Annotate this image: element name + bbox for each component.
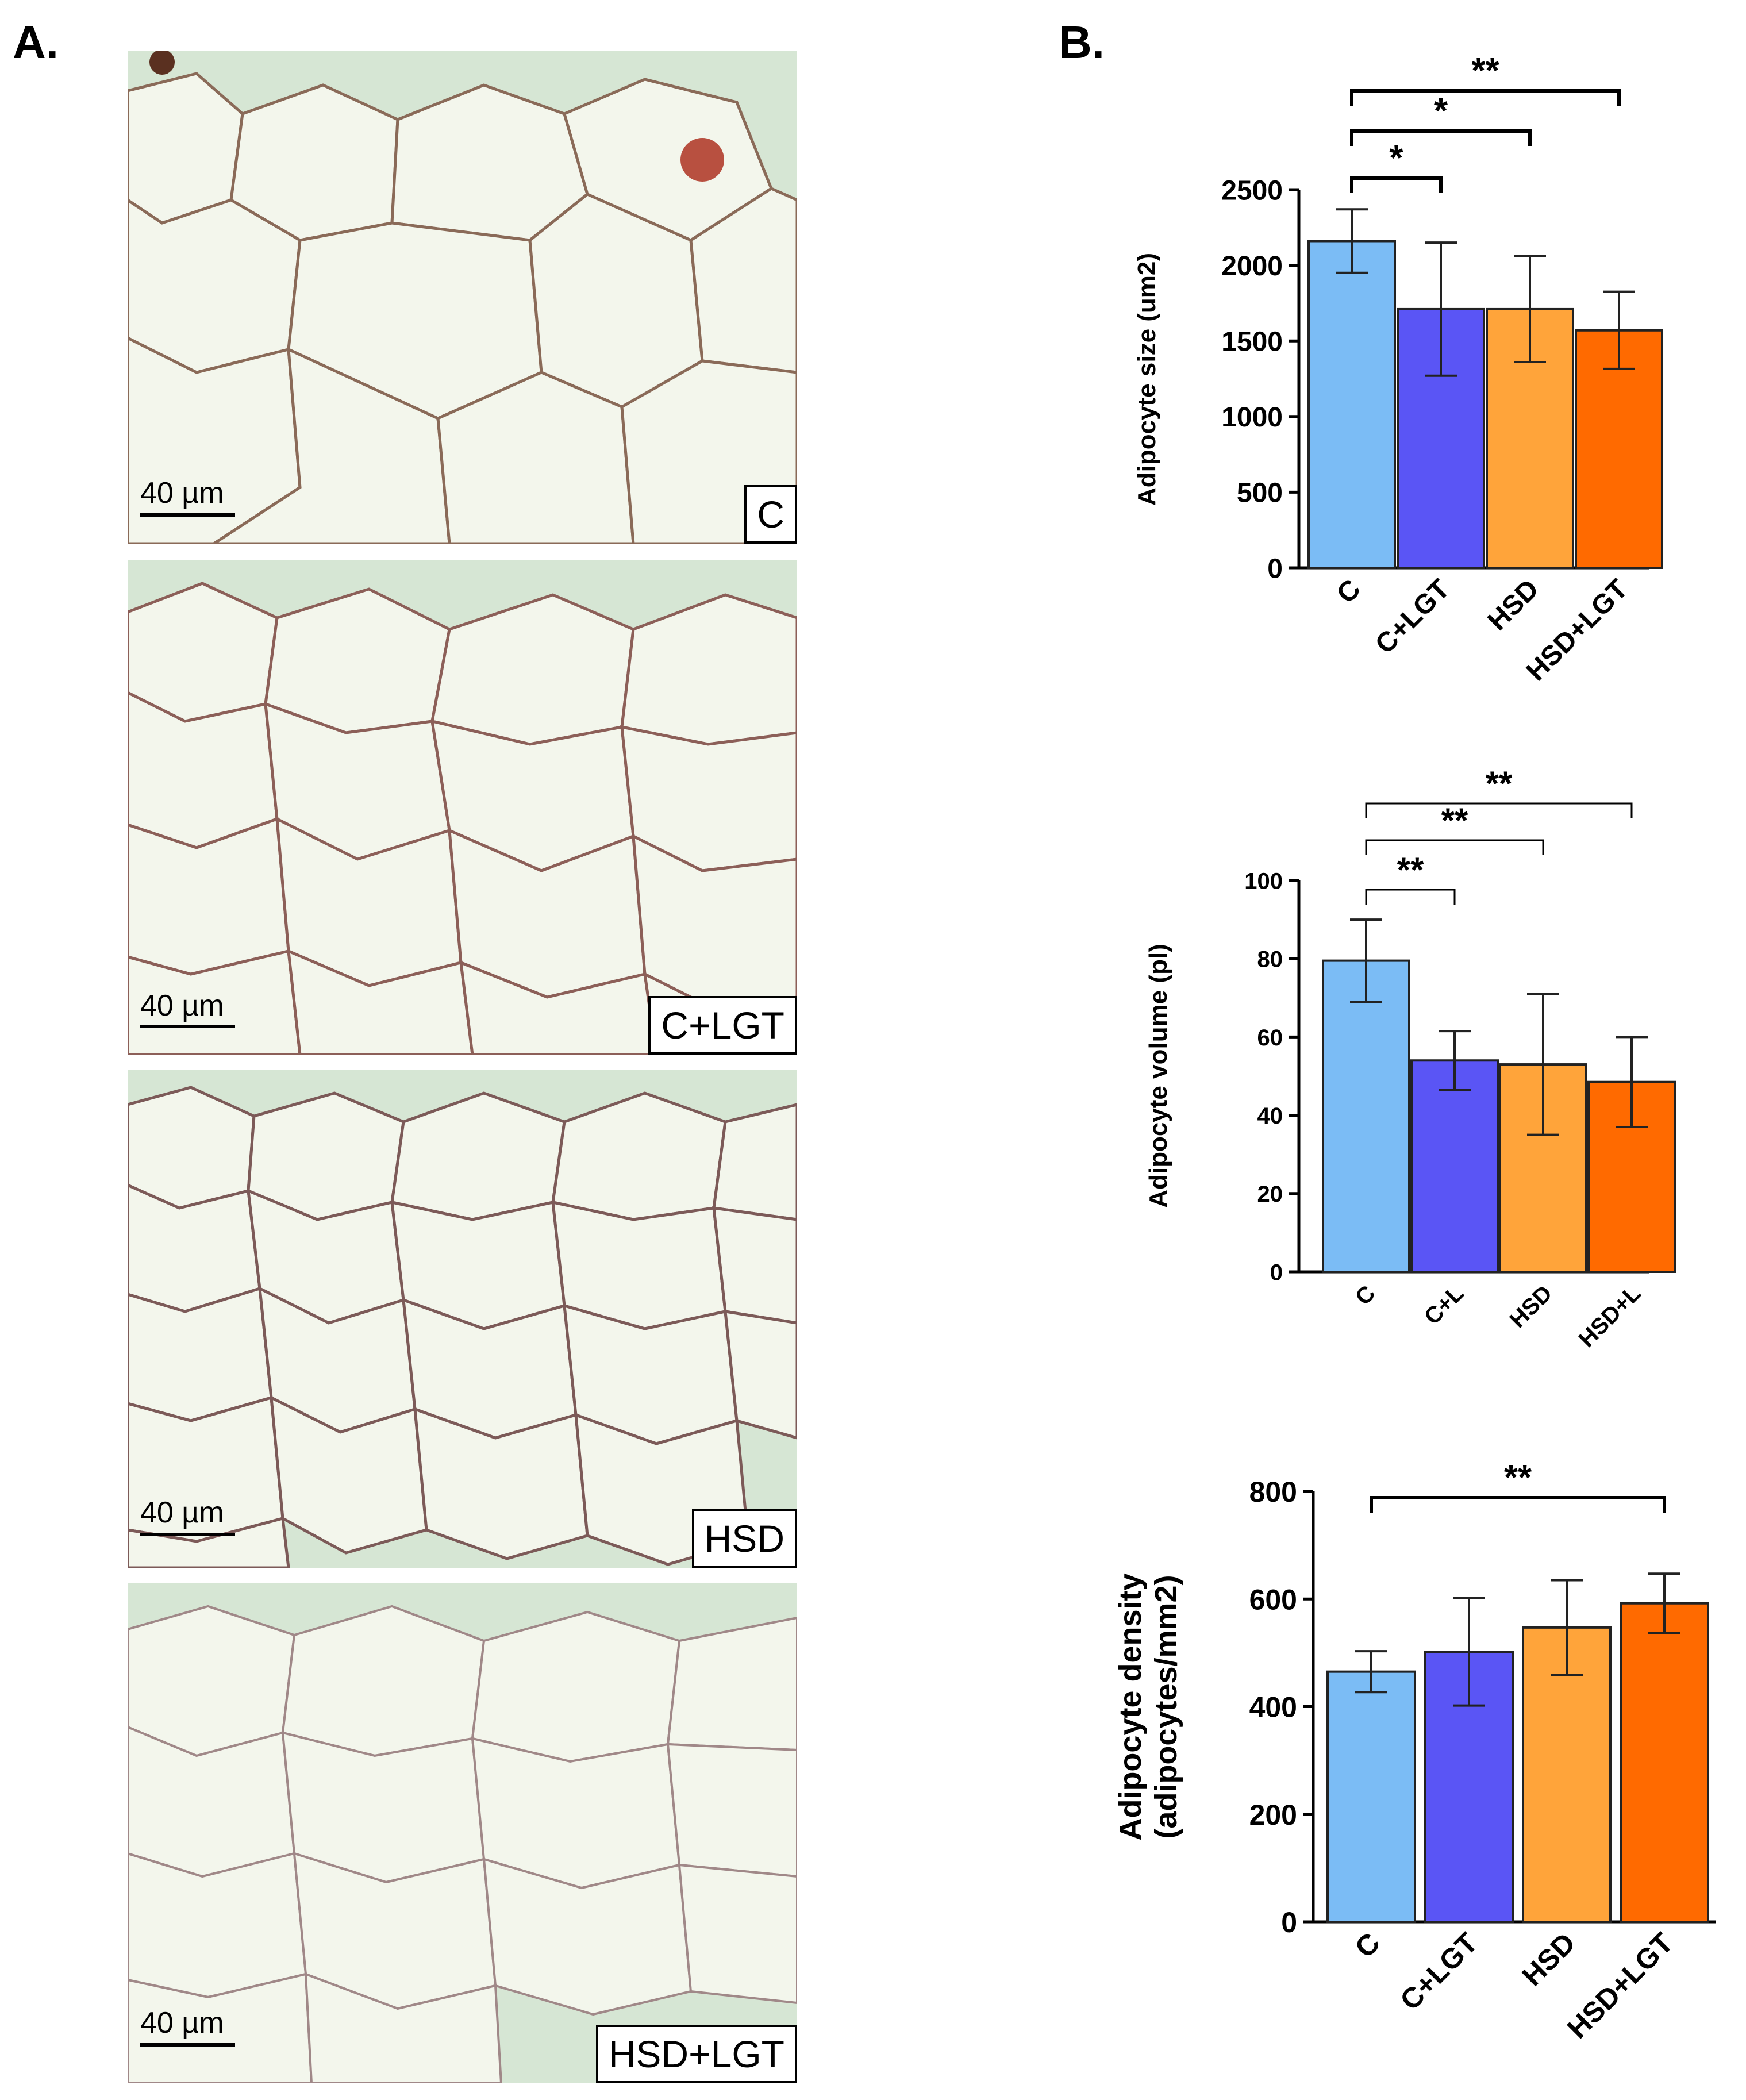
chart-1: 0 500 1000 1500 2000 2500 Adipocyte size (um2)… <box>1133 51 1663 687</box>
tissue-image <box>128 1070 797 1568</box>
significance-label: * <box>1389 139 1403 178</box>
bar-c <box>1326 1670 1416 1924</box>
y-tick-label: 400 <box>1249 1691 1297 1724</box>
significance-label: ** <box>1441 801 1468 840</box>
significance-bracket <box>1365 839 1544 855</box>
significance-label: ** <box>1504 1458 1532 1498</box>
significance-label: * <box>1434 91 1448 131</box>
significance-bracket <box>1365 889 1456 905</box>
group-label-hsd-lgt: HSD+LGT <box>595 2025 797 2083</box>
micrograph-c: 40 µm C <box>128 51 797 544</box>
x-tick-label: HSD+LGT <box>1561 1926 1679 2045</box>
x-tick-label: C+LGT <box>1394 1926 1483 2016</box>
scale-bar <box>140 1533 235 1536</box>
significance-label: ** <box>1471 51 1499 91</box>
significance-bracket <box>1350 129 1532 146</box>
significance-bracket <box>1365 802 1633 818</box>
scale-label: 40 µm <box>140 2006 224 2040</box>
x-tick-label: C+LGT <box>1370 574 1456 660</box>
significance-bracket <box>1350 176 1443 193</box>
significance-bracket <box>1370 1496 1666 1513</box>
y-axis-label-2: (adipocytes/mm2) <box>1149 1575 1183 1839</box>
bar-c <box>1322 959 1410 1273</box>
micrograph-c-lgt: 40 µm C+LGT <box>128 560 797 1055</box>
group-label-c-lgt: C+LGT <box>648 996 797 1055</box>
scale-bar <box>140 513 235 517</box>
x-tick-label: HSD <box>1516 1926 1582 1992</box>
y-tick-label: 600 <box>1249 1583 1297 1616</box>
scale-bar <box>140 2043 235 2047</box>
panel-a-letter: A. <box>13 17 59 68</box>
bar-c <box>1307 240 1396 570</box>
micrograph-hsd: 40 µm HSD <box>128 1070 797 1568</box>
x-tick-label: HSD <box>1482 574 1545 636</box>
y-tick-label: 60 <box>1257 1025 1283 1051</box>
y-axis-label: Adipocyte density <box>1113 1573 1148 1840</box>
x-tick-label: HSD <box>1505 1280 1557 1333</box>
panel-b-letter: B. <box>1059 17 1105 68</box>
significance-bracket <box>1350 89 1621 106</box>
bar-hsd-plus-lgt <box>1620 1602 1709 1923</box>
y-tick-label: 200 <box>1249 1799 1297 1831</box>
y-axis-label: Adipocyte size (um2) <box>1133 253 1161 506</box>
y-tick-label: 100 <box>1244 868 1283 894</box>
scale-label: 40 µm <box>140 989 224 1022</box>
y-tick-label: 0 <box>1281 1906 1297 1939</box>
y-tick-label: 80 <box>1257 947 1283 972</box>
scale-label: 40 µm <box>140 1496 224 1529</box>
tissue-image <box>128 1583 797 2083</box>
x-tick-label: C <box>1331 574 1367 609</box>
y-tick-label: 500 <box>1237 478 1283 509</box>
x-tick-label: C+L <box>1420 1280 1468 1329</box>
micrograph-hsd-lgt: 40 µm HSD+LGT <box>128 1583 797 2083</box>
y-tick-label: 800 <box>1249 1476 1297 1508</box>
significance-label: ** <box>1397 851 1424 889</box>
y-tick-label: 0 <box>1267 553 1283 584</box>
chart-3: 0 200 400 600 800 Adipocyte density (adipocyte… <box>1113 1458 1716 2045</box>
scale-bar <box>140 1025 235 1028</box>
y-tick-label: 2500 <box>1221 175 1283 206</box>
y-tick-label: 0 <box>1270 1260 1283 1285</box>
x-tick-label: C <box>1351 1280 1380 1310</box>
y-tick-label: 20 <box>1257 1182 1283 1207</box>
bar-c-plus-l <box>1410 1059 1499 1273</box>
y-tick-label: 40 <box>1257 1103 1283 1129</box>
group-label-c: C <box>744 485 797 544</box>
group-label-hsd: HSD <box>691 1509 797 1568</box>
y-tick-label: 1500 <box>1221 326 1283 357</box>
x-tick-label: C <box>1349 1926 1386 1964</box>
significance-label: ** <box>1486 764 1513 803</box>
tissue-image <box>128 560 797 1055</box>
y-axis-label: Adipocyte volume (pl) <box>1144 944 1172 1208</box>
y-tick-label: 1000 <box>1221 402 1283 433</box>
chart-2: 0 20 40 60 80 100 Adipocyte volume (pl) C C+L HSD… <box>1144 764 1676 1352</box>
y-tick-label: 2000 <box>1221 251 1283 282</box>
scale-label: 40 µm <box>140 476 224 510</box>
x-tick-label: HSD+L <box>1574 1280 1646 1352</box>
